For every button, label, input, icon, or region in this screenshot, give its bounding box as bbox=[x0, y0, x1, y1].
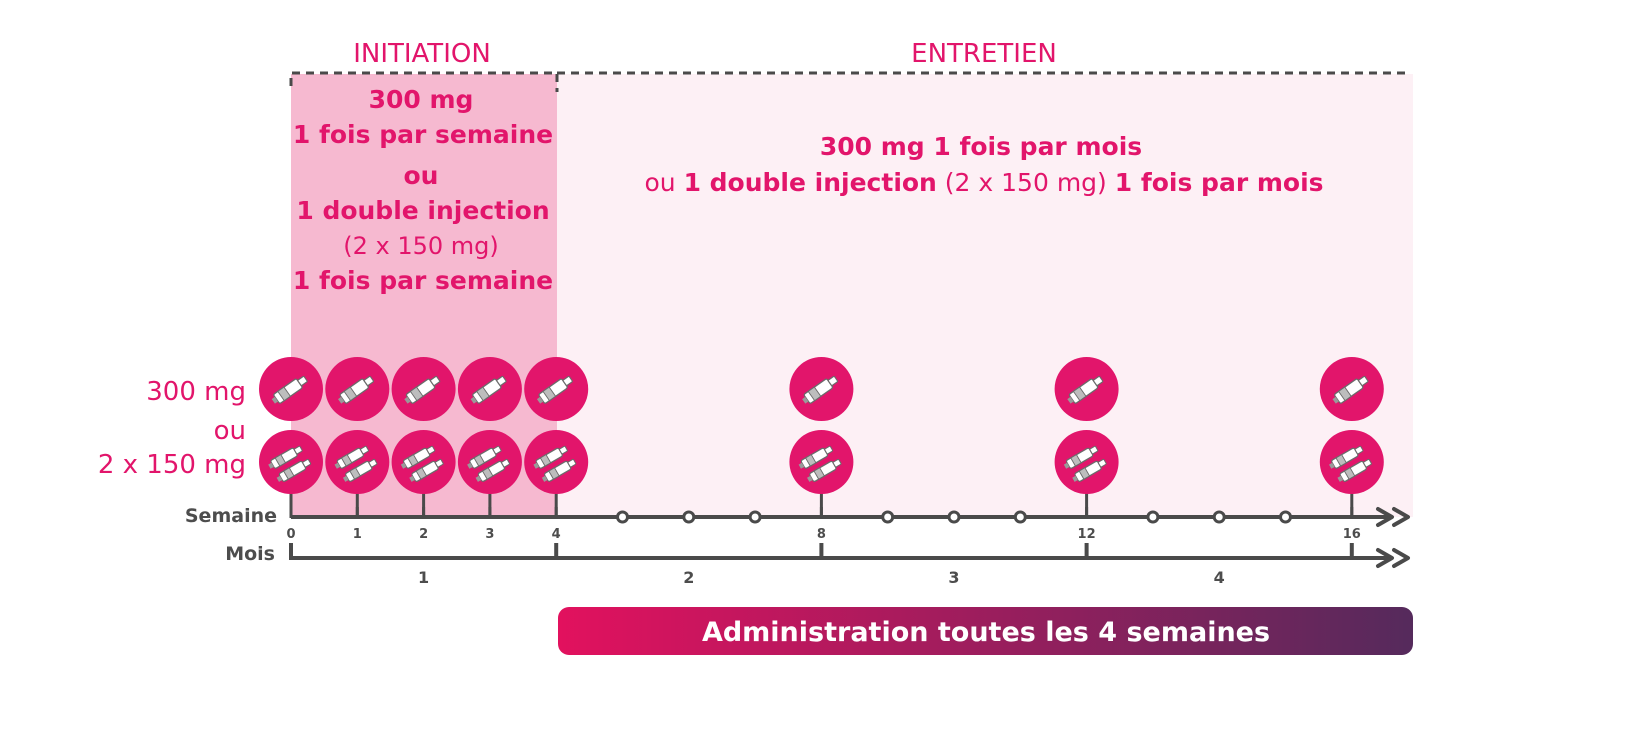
initiation-double-injection-line: 1 double injection bbox=[296, 196, 549, 225]
week-axis-arrow bbox=[1376, 507, 1410, 527]
week-axis: Semaine 0 1 2 3 4 8 12 16 bbox=[185, 505, 1410, 542]
entretien-line-2-detail: (2 x 150 mg) bbox=[937, 168, 1115, 197]
month-axis: Mois 1 2 3 4 bbox=[225, 543, 1410, 587]
month-label: 2 bbox=[683, 568, 694, 587]
injection-marker-week-3 bbox=[457, 357, 522, 517]
initiation-title: INITIATION bbox=[353, 39, 491, 69]
week-dot bbox=[1013, 510, 1027, 524]
week-tick-label: 8 bbox=[817, 527, 826, 542]
entretien-line-2-frequency: 1 fois par mois bbox=[1115, 168, 1324, 197]
double-dose-circle bbox=[789, 430, 854, 494]
week-tick-label: 4 bbox=[552, 527, 561, 542]
double-dose-circle bbox=[391, 430, 456, 494]
administration-banner: Administration toutes les 4 semaines bbox=[558, 607, 1413, 655]
initiation-frequency-line: 1 fois par semaine bbox=[293, 120, 553, 149]
entretien-title: ENTRETIEN bbox=[911, 39, 1057, 69]
administration-banner-text: Administration toutes les 4 semaines bbox=[702, 617, 1270, 648]
entretien-line-2: ou 1 double injection (2 x 150 mg) 1 foi… bbox=[644, 168, 1323, 197]
week-dot bbox=[682, 510, 696, 524]
injection-marker-week-4 bbox=[524, 357, 589, 517]
injection-marker-week-8 bbox=[789, 357, 854, 517]
initiation-frequency-line-2: 1 fois par semaine bbox=[293, 266, 553, 295]
week-dot bbox=[616, 510, 629, 524]
injection-marker-week-16 bbox=[1319, 357, 1384, 517]
month-axis-arrow bbox=[1376, 548, 1410, 568]
legend-or: ou bbox=[214, 416, 246, 446]
week-tick-label: 0 bbox=[286, 527, 295, 542]
initiation-double-detail-line: (2 x 150 mg) bbox=[343, 232, 499, 260]
double-dose-circle bbox=[259, 430, 323, 494]
month-label: 1 bbox=[418, 568, 429, 587]
initiation-bracket bbox=[289, 71, 559, 92]
double-dose-circle bbox=[1319, 430, 1384, 494]
week-tick-label: 1 bbox=[353, 527, 362, 542]
initiation-dose-line: 300 mg bbox=[369, 85, 474, 114]
week-tick-label: 12 bbox=[1078, 527, 1096, 542]
entretien-dosing-text: 300 mg 1 fois par mois ou 1 double injec… bbox=[644, 132, 1323, 197]
double-dose-circle bbox=[1054, 430, 1119, 494]
initiation-or-line: ou bbox=[404, 161, 439, 190]
week-tick-label: 2 bbox=[419, 527, 428, 542]
week-dot bbox=[1279, 510, 1292, 524]
entretien-line-2-or: ou bbox=[644, 168, 683, 197]
week-axis-label: Semaine bbox=[185, 505, 277, 527]
month-label: 4 bbox=[1214, 568, 1225, 587]
entretien-line-2-double-injection: 1 double injection bbox=[684, 168, 937, 197]
injection-marker-week-2 bbox=[391, 357, 456, 517]
week-dot bbox=[1212, 510, 1226, 524]
injection-marker-week-12 bbox=[1054, 357, 1119, 517]
initiation-dosing-text: 300 mg 1 fois par semaine ou 1 double in… bbox=[293, 85, 553, 295]
month-axis-label: Mois bbox=[225, 543, 275, 565]
legend-single-dose: 300 mg bbox=[146, 377, 246, 407]
administration-banner-background bbox=[558, 607, 1413, 655]
double-dose-circle bbox=[457, 430, 522, 494]
dose-legend: 300 mg ou 2 x 150 mg bbox=[98, 377, 246, 480]
week-dot bbox=[1146, 510, 1160, 524]
week-dot bbox=[881, 510, 895, 524]
injection-marker-week-0 bbox=[259, 357, 323, 517]
week-dot bbox=[748, 510, 762, 524]
week-tick-label: 16 bbox=[1343, 527, 1361, 542]
double-dose-circle bbox=[325, 430, 390, 494]
double-dose-circle bbox=[524, 430, 589, 494]
injection-markers bbox=[259, 357, 1384, 517]
week-dot bbox=[947, 510, 961, 524]
entretien-line-1: 300 mg 1 fois par mois bbox=[820, 132, 1142, 161]
legend-double-dose: 2 x 150 mg bbox=[98, 450, 246, 480]
injection-marker-week-1 bbox=[325, 357, 390, 517]
week-tick-label: 3 bbox=[485, 527, 494, 542]
month-label: 3 bbox=[948, 568, 959, 587]
entretien-phase-background bbox=[557, 74, 1413, 517]
